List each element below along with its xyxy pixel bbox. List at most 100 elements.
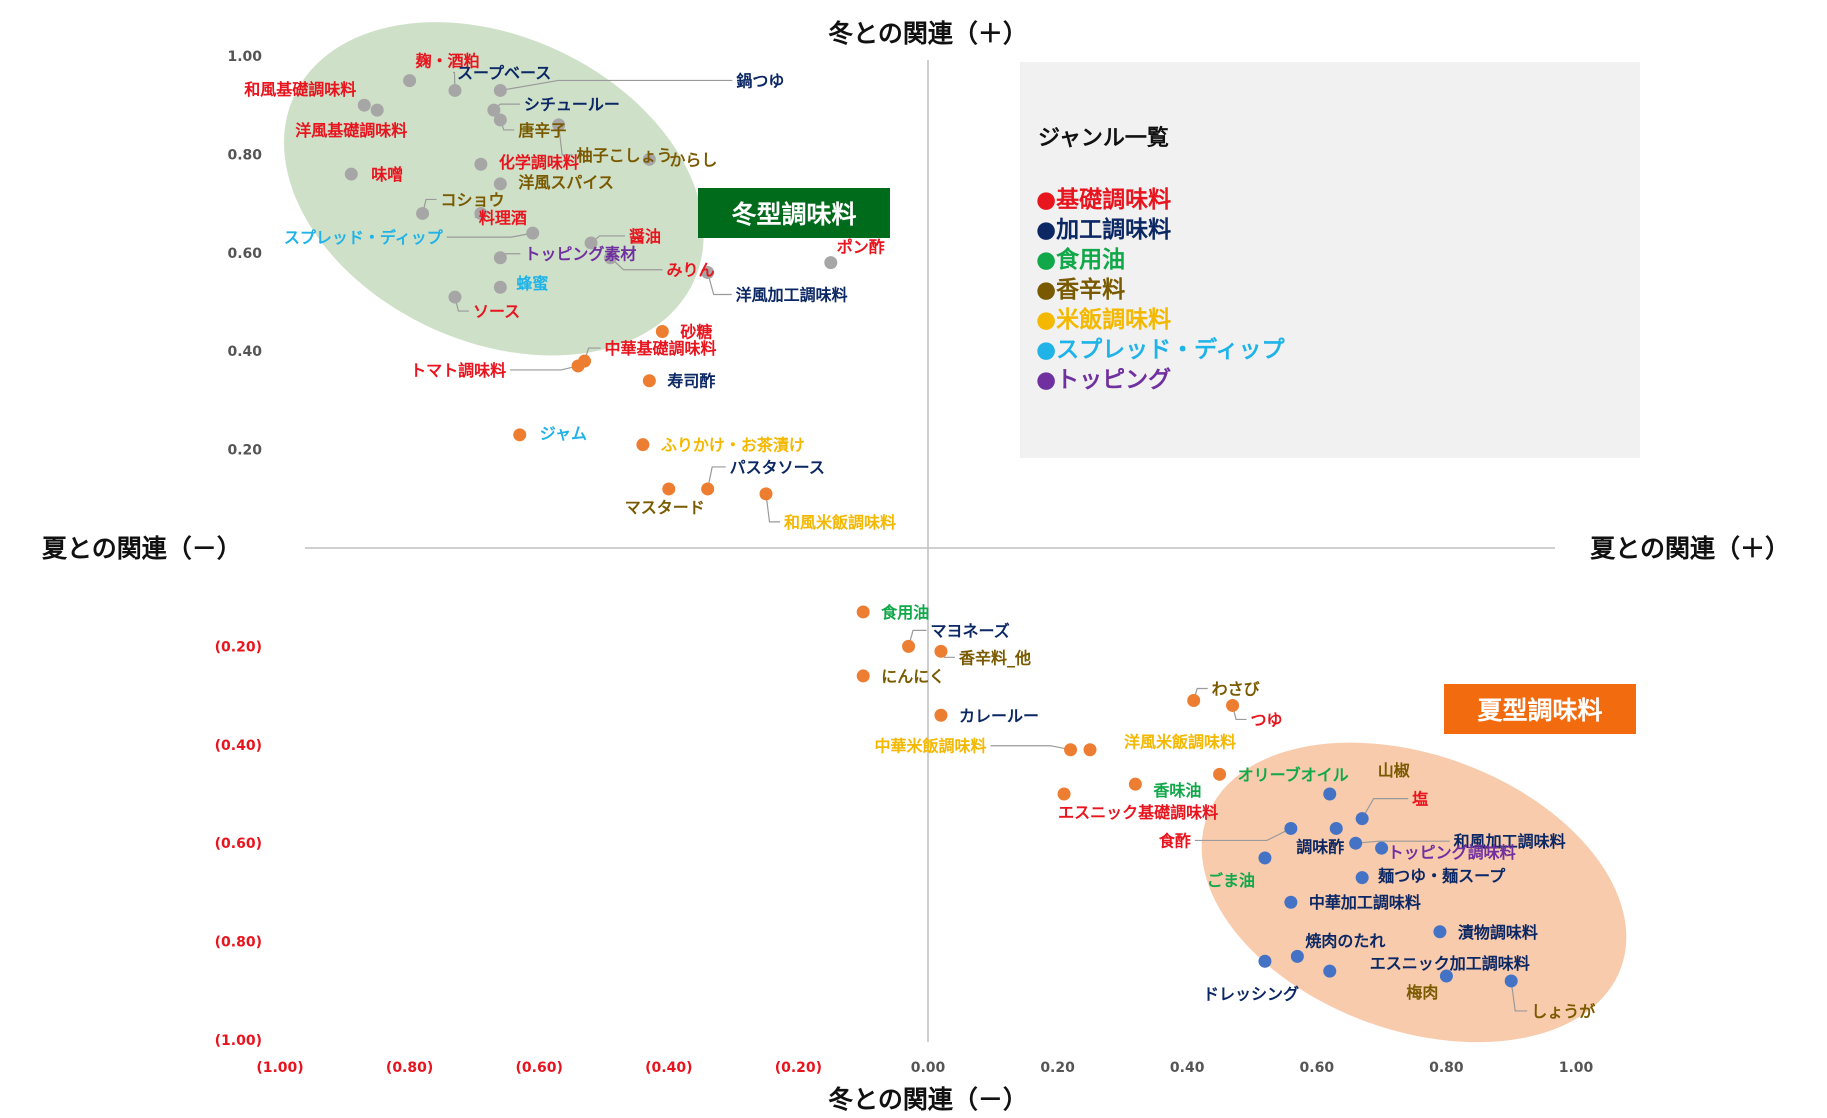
data-label: マスタード [625,498,705,517]
data-label: オリーブオイル [1238,765,1349,784]
data-point [1284,821,1298,835]
legend-item: ●基礎調味料 [1036,186,1171,213]
data-label: 山椒 [1378,761,1410,780]
leader-line [1510,980,1528,1012]
data-label: トマト調味料 [410,361,506,380]
winter-cluster-region [284,22,704,356]
leader-line [990,745,1071,751]
y-tick-label: (0.80) [215,935,262,951]
data-point [1329,821,1343,835]
legend-background [1020,62,1640,458]
data-label: ジャム [540,424,587,443]
y-tick-label: (0.20) [215,639,262,655]
winter-cluster-label: 冬型調味料 [731,200,856,229]
data-point [655,325,669,339]
data-point [1213,767,1227,781]
data-label: 和風米飯調味料 [784,513,896,532]
data-point [1349,836,1363,850]
data-point [1284,895,1298,909]
data-point [934,708,948,722]
data-label: 柚子こしょう [577,146,673,165]
data-point [759,487,773,501]
leader-line [1355,840,1450,844]
data-point [1355,812,1369,826]
legend-item: ●スプレッド・ディップ [1036,336,1285,363]
data-point [474,157,488,171]
data-label: 唐辛子 [518,121,566,140]
legend-item: ●加工調味料 [1036,216,1171,243]
data-label: みりん [666,261,714,280]
data-point [642,374,656,388]
data-label: スープベース [457,63,551,82]
data-label: 料理酒 [479,208,527,227]
data-label: ポン酢 [837,238,885,257]
leader-line [707,466,726,490]
data-point [1375,841,1389,855]
data-label: 中華基礎調味料 [605,339,717,358]
data-label: 蜂蜜 [516,274,548,293]
data-label: シチュールー [524,95,620,114]
data-label: トッピング調味料 [1388,843,1516,862]
data-label: からし [669,150,717,169]
y-tick-label: 0.20 [227,443,262,459]
data-point [493,177,507,191]
data-point [1323,964,1337,978]
data-point [824,256,838,270]
data-point [1128,777,1142,791]
legend-item: ●トッピング [1036,366,1171,393]
data-label: 砂糖 [680,323,712,342]
data-point [701,482,715,496]
data-label: カレールー [959,706,1039,725]
y-tick-label: 0.40 [227,344,262,360]
data-label: 化学調味料 [499,153,579,172]
x-tick-label: (0.40) [645,1060,692,1076]
data-point [1083,743,1097,757]
data-label: スプレッド・ディップ [284,228,444,247]
y-tick-label: (0.40) [215,738,262,754]
data-point [474,206,488,220]
data-point [487,103,501,117]
data-label: つゆ [1251,710,1283,729]
data-point [403,74,417,88]
y-tick-label: 1.00 [227,49,262,65]
leader-line [707,272,732,296]
data-point [1226,698,1240,712]
x-tick-label: 0.60 [1300,1060,1335,1076]
data-label: 中華米飯調味料 [875,737,987,756]
x-axis-title-negative: 夏との関連（－） [42,534,242,563]
data-point [1258,954,1272,968]
tick-labels: (1.00) (0.80) (0.60) (0.40) (0.20) 0.00 0.20 0.… [215,49,1594,1076]
data-label: 漬物調味料 [1458,923,1538,942]
data-point [1057,787,1071,801]
data-label: 鍋つゆ [736,71,784,90]
data-label: しょうが [1531,1002,1595,1021]
data-label: ドレッシング [1203,984,1299,1003]
summer-cluster-region [1201,742,1627,1043]
x-tick-label: (0.60) [516,1060,563,1076]
data-label: 食酢 [1158,831,1191,850]
data-point [448,83,462,97]
data-point [856,605,870,619]
data-point [1290,949,1304,963]
x-tick-label: 0.80 [1429,1060,1464,1076]
data-point [357,98,371,112]
data-label: パスタソース [730,458,825,477]
y-axis-title-negative: 冬との関連（－） [828,1085,1028,1114]
data-point [370,103,384,117]
legend-item: ●米飯調味料 [1036,306,1171,333]
data-point [571,359,585,373]
data-point [1258,851,1272,865]
x-tick-label: 0.40 [1170,1060,1205,1076]
data-label: マヨネーズ [931,621,1010,640]
data-point [934,644,948,658]
data-label: 食用油 [880,603,929,622]
data-point [662,482,676,496]
data-point [552,118,566,132]
cluster-layer [284,22,1627,1043]
data-label: 麹・酒粕 [415,52,480,71]
data-point [493,83,507,97]
data-point [493,113,507,127]
data-label: 麺つゆ・麺スープ [1377,867,1506,886]
leader-line [446,232,533,238]
x-tick-label: 0.20 [1040,1060,1075,1076]
